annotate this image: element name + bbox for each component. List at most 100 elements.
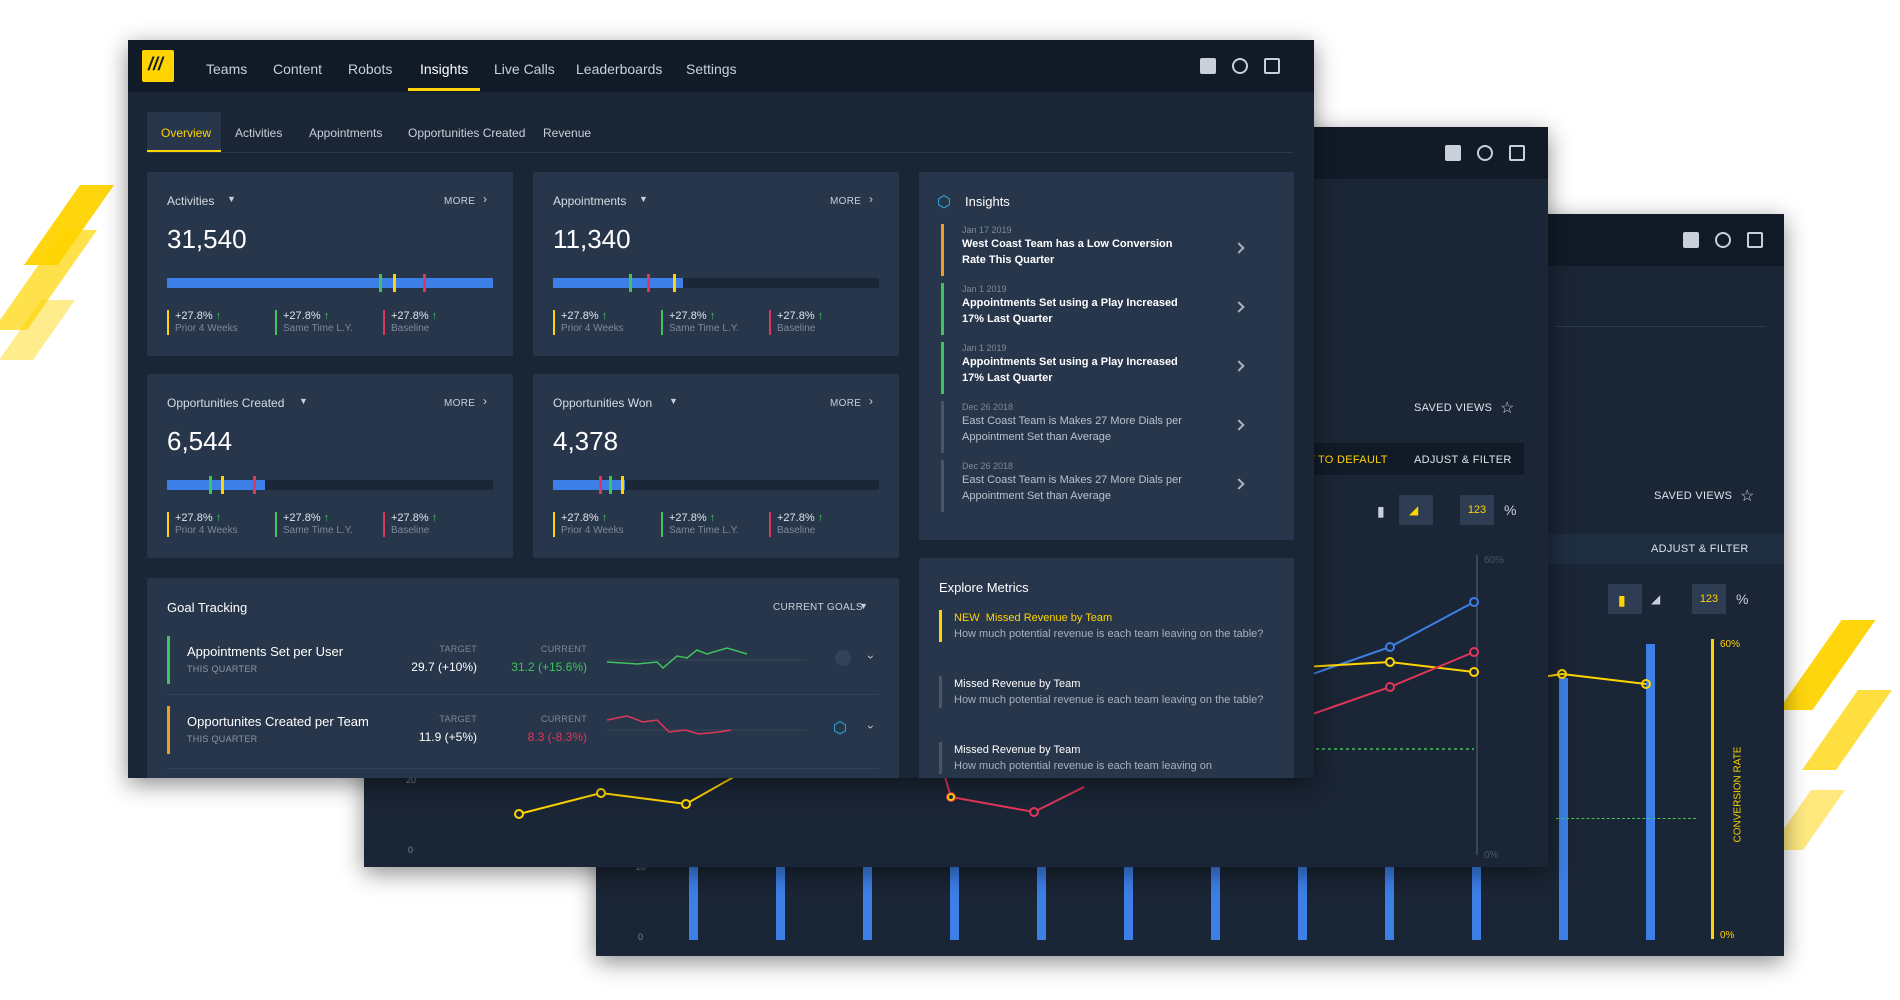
tab-revenue[interactable]: Revenue — [543, 126, 592, 140]
help-icon[interactable] — [1200, 58, 1216, 74]
axis-0-label: 0% — [1720, 930, 1735, 941]
tab-opportunities-created[interactable]: Opportunities Created — [408, 126, 526, 140]
percent-toggle[interactable]: % — [1504, 502, 1517, 518]
stat-prior: +27.8% ↑ Prior 4 Weeks — [553, 512, 624, 537]
bar-chart-icon[interactable]: ▮ — [1377, 503, 1385, 519]
chevron-right-icon[interactable] — [1233, 478, 1245, 490]
nav-item-live-calls[interactable]: Live Calls — [494, 61, 555, 77]
nav-item-teams[interactable]: Teams — [206, 61, 248, 77]
metric-card-appointments: Appointments ▼ MORE › 11,340 +27.8% ↑ Pr… — [533, 172, 899, 356]
help-icon[interactable] — [1683, 232, 1699, 248]
goal-tracking-panel: Goal Tracking CURRENT GOALS ▼ Appointmen… — [147, 578, 899, 778]
insight-item[interactable]: Jan 17 2019 West Coast Team has a Low Co… — [941, 224, 1271, 276]
subtab-active-bg — [147, 112, 221, 152]
stat-same-time: +27.8% ↑ Same Time L.Y. — [275, 512, 353, 537]
metric-value: 4,378 — [553, 426, 619, 456]
billing-icon[interactable] — [1715, 232, 1731, 248]
insight-item[interactable]: Jan 1 2019 Appointments Set using a Play… — [941, 342, 1271, 394]
logout-icon[interactable] — [1509, 145, 1525, 161]
chevron-down-icon[interactable]: ▼ — [859, 601, 868, 611]
goal-name: Appointments Set per User — [187, 644, 344, 659]
chevron-right-icon[interactable]: › — [869, 192, 873, 206]
chart-bar — [863, 864, 872, 940]
progress-fill — [167, 278, 493, 288]
insights-icon[interactable]: ⬡ — [833, 720, 847, 737]
logout-icon[interactable] — [1747, 232, 1763, 248]
axis-60-label: 60% — [1484, 555, 1505, 566]
area-chart-icon[interactable]: ◢ — [1651, 592, 1661, 606]
number-toggle[interactable]: 123 — [1460, 495, 1494, 525]
more-link[interactable]: MORE — [444, 196, 476, 207]
saved-views-button[interactable]: SAVED VIEWS — [1414, 402, 1493, 414]
star-icon[interactable]: ☆ — [1740, 488, 1755, 505]
insight-item[interactable]: Dec 26 2018 East Coast Team is Makes 27 … — [941, 460, 1271, 512]
current-goals-dropdown[interactable]: CURRENT GOALS — [773, 602, 863, 613]
percent-toggle[interactable]: % — [1736, 591, 1749, 607]
tab-appointments[interactable]: Appointments — [309, 126, 383, 140]
adjust-filter-button[interactable]: ADJUST & FILTER — [1651, 543, 1749, 555]
marker-ly — [673, 274, 676, 292]
marker-prior — [609, 476, 612, 494]
y-axis-0: 0 — [638, 932, 644, 942]
nav-item-content[interactable]: Content — [273, 61, 323, 77]
logout-icon[interactable] — [1264, 58, 1280, 74]
tab-overview[interactable]: Overview — [161, 126, 212, 140]
current-value: 8.3 (-8.3%) — [527, 730, 587, 744]
nav-active-underline — [408, 88, 480, 91]
marker-prior — [629, 274, 632, 292]
more-link[interactable]: MORE — [830, 196, 862, 207]
bar-chart-toggle[interactable] — [1608, 584, 1642, 614]
divider — [1556, 326, 1766, 327]
goal-sparkline — [607, 715, 807, 735]
nav-item-leaderboards[interactable]: Leaderboards — [576, 61, 663, 77]
metric-title[interactable]: Opportunities Created — [167, 396, 285, 410]
explore-item[interactable]: NEW Missed Revenue by Team How much pote… — [939, 610, 1269, 642]
progress-fill — [167, 480, 265, 490]
explore-item[interactable]: Missed Revenue by Team How much potentia… — [939, 676, 1269, 708]
nav-item-settings[interactable]: Settings — [686, 61, 737, 77]
nav-item-insights[interactable]: Insights — [420, 61, 469, 77]
reset-default-button[interactable]: T TO DEFAULT — [1308, 454, 1388, 466]
line-chart — [514, 597, 1479, 819]
chevron-right-icon[interactable]: › — [483, 394, 487, 408]
axis-0-label: 0% — [1484, 850, 1499, 861]
star-icon[interactable]: ☆ — [1500, 400, 1515, 417]
y-axis-0: 20 — [636, 862, 647, 872]
more-link[interactable]: MORE — [444, 398, 476, 409]
logo-mark[interactable] — [142, 50, 174, 82]
number-toggle[interactable]: 123 — [1692, 584, 1726, 614]
target-label: TARGET — [439, 714, 477, 724]
help-icon[interactable] — [1445, 145, 1461, 161]
adjust-filter-button[interactable]: ADJUST & FILTER — [1414, 454, 1512, 466]
billing-icon[interactable] — [1477, 145, 1493, 161]
chevron-right-icon[interactable] — [1233, 301, 1245, 313]
chevron-down-icon[interactable]: ▼ — [639, 194, 648, 204]
metric-title[interactable]: Appointments — [553, 194, 627, 208]
chevron-down-icon[interactable]: › — [864, 655, 878, 659]
chevron-right-icon[interactable] — [1233, 360, 1245, 372]
billing-icon[interactable] — [1232, 58, 1248, 74]
chevron-right-icon[interactable]: › — [483, 192, 487, 206]
explore-metrics-panel: Explore Metrics NEW Missed Revenue by Te… — [919, 558, 1294, 778]
progress-fill — [553, 480, 625, 490]
metric-value: 11,340 — [553, 224, 631, 254]
explore-item[interactable]: Missed Revenue by Team How much potentia… — [939, 742, 1269, 774]
chevron-right-icon[interactable]: › — [869, 394, 873, 408]
chevron-right-icon[interactable] — [1233, 419, 1245, 431]
metric-title[interactable]: Opportunities Won — [553, 396, 653, 410]
stat-prior: +27.8% ↑ Prior 4 Weeks — [167, 310, 238, 335]
more-link[interactable]: MORE — [830, 398, 862, 409]
chevron-down-icon[interactable]: ▼ — [299, 396, 308, 406]
metric-title[interactable]: Activities — [167, 194, 215, 208]
saved-views-button[interactable]: SAVED VIEWS — [1654, 490, 1733, 502]
insight-item[interactable]: Dec 26 2018 East Coast Team is Makes 27 … — [941, 401, 1271, 453]
area-chart-toggle[interactable] — [1399, 495, 1433, 525]
current-label: CURRENT — [540, 644, 587, 654]
chevron-right-icon[interactable] — [1233, 242, 1245, 254]
chevron-down-icon[interactable]: ▼ — [669, 396, 678, 406]
insight-item[interactable]: Jan 1 2019 Appointments Set using a Play… — [941, 283, 1271, 335]
chevron-down-icon[interactable]: › — [864, 725, 878, 729]
tab-activities[interactable]: Activities — [235, 126, 283, 140]
chevron-down-icon[interactable]: ▼ — [227, 194, 236, 204]
nav-item-robots[interactable]: Robots — [348, 61, 393, 77]
